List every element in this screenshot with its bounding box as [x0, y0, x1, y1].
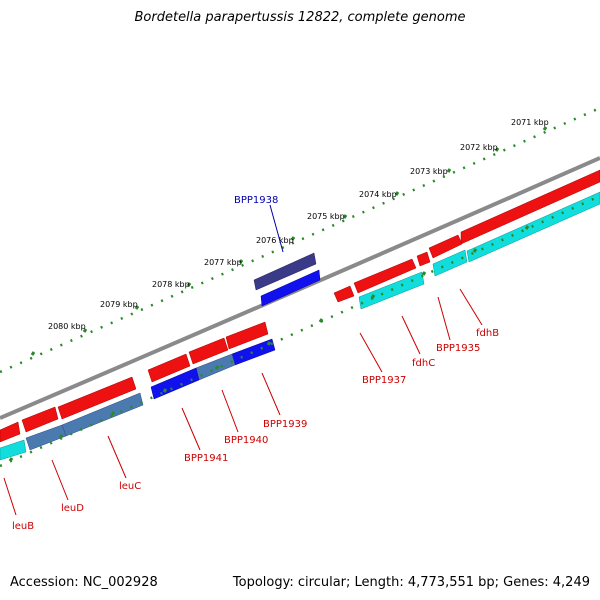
ruler-label-2074: 2074 kbp [359, 190, 397, 199]
gene-label-leud[interactable]: leuD [61, 503, 84, 514]
ruler-label-2073: 2073 kbp [410, 167, 448, 176]
ruler-label-2077: 2077 kbp [204, 258, 242, 267]
accession-text: Accession: NC_002928 [10, 575, 158, 590]
feature-bpp1938 [253, 252, 321, 307]
gene-label-bpp1937[interactable]: BPP1937 [362, 375, 406, 386]
gene-label-fdhb[interactable]: fdhB [476, 328, 499, 339]
genome-summary-text: Topology: circular; Length: 4,773,551 bp… [232, 575, 590, 590]
gene-label-leuc[interactable]: leuC [119, 481, 141, 492]
ruler-label-2075: 2075 kbp [307, 212, 345, 221]
ruler-label-2072: 2072 kbp [460, 143, 498, 152]
gene-label-bpp1939[interactable]: BPP1939 [263, 419, 307, 430]
leader-lines [3, 204, 483, 516]
outer-ruler-major-ticks [30, 126, 548, 356]
gene-label-bpp1935[interactable]: BPP1935 [436, 343, 480, 354]
forward-cds-lower [0, 321, 269, 443]
gene-label-bpp1940[interactable]: BPP1940 [224, 435, 268, 446]
ruler-label-2078: 2078 kbp [152, 280, 190, 289]
gene-label-bpp1941[interactable]: BPP1941 [184, 453, 228, 464]
ruler-label-2071: 2071 kbp [511, 118, 549, 127]
reverse-cds-lower [0, 338, 276, 461]
gene-label-fdhc[interactable]: fdhC [412, 358, 435, 369]
inner-ruler-major-ticks [8, 225, 530, 462]
gene-label-leub[interactable]: leuB [12, 521, 34, 532]
page-title: Bordetella parapertussis 12822, complete… [134, 10, 466, 25]
ruler-label-2079: 2079 kbp [100, 300, 138, 309]
ruler-label-2076: 2076 kbp [256, 236, 294, 245]
forward-cds-upper [333, 169, 600, 303]
ruler-label-2080: 2080 kbp [48, 322, 86, 331]
gene-label-bpp1938[interactable]: BPP1938 [234, 195, 278, 206]
